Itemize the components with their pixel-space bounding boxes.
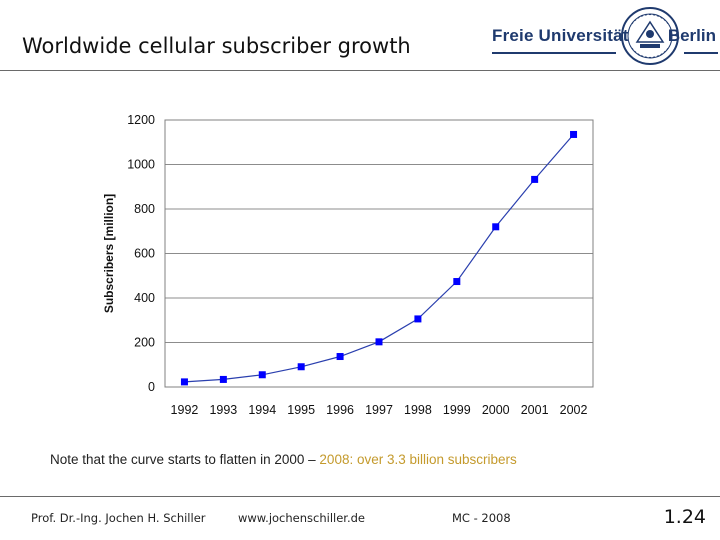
data-point <box>219 375 227 383</box>
footer-url: www.jochenschiller.de <box>238 511 365 525</box>
slide-title: Worldwide cellular subscriber growth <box>22 34 411 58</box>
logo-rule-right <box>684 52 718 54</box>
data-point <box>258 371 266 379</box>
x-tick-label: 1997 <box>365 403 393 417</box>
data-point <box>336 353 344 361</box>
logo-text-right: Berlin <box>667 26 716 45</box>
y-tick-label: 600 <box>134 247 155 261</box>
plot-area-frame <box>164 119 594 388</box>
data-point <box>297 363 305 371</box>
data-point <box>180 378 188 386</box>
data-point <box>570 130 578 138</box>
data-point <box>492 223 500 231</box>
x-tick-label: 1998 <box>404 403 432 417</box>
footnote-highlight: 2008: over 3.3 billion subscribers <box>319 452 517 467</box>
x-tick-label: 1994 <box>248 403 276 417</box>
x-tick-label: 2000 <box>482 403 510 417</box>
y-tick-label: 0 <box>148 380 155 394</box>
data-point <box>414 315 422 323</box>
x-tick-label: 1996 <box>326 403 354 417</box>
logo-rule-left <box>492 52 616 54</box>
data-point <box>453 278 461 286</box>
y-axis-label: Subscribers [million] <box>102 194 116 313</box>
data-point <box>531 175 539 183</box>
x-tick-label: 2001 <box>521 403 549 417</box>
x-tick-label: 1992 <box>171 403 199 417</box>
y-tick-label: 1000 <box>127 158 155 172</box>
y-tick-labels: 0 200 400 600 800 1000 1200 <box>127 113 155 394</box>
y-tick-label: 400 <box>134 291 155 305</box>
x-tick-labels: 1992 1993 1994 1995 1996 1997 1998 1999 2000 2001… <box>171 403 588 417</box>
footer-author: Prof. Dr.-Ing. Jochen H. Schiller <box>31 511 206 525</box>
x-tick-label: 1993 <box>209 403 237 417</box>
footnote: Note that the curve starts to flatten in… <box>50 452 517 467</box>
y-tick-label: 1200 <box>127 113 155 127</box>
y-tick-label: 800 <box>134 202 155 216</box>
y-tick-label: 200 <box>134 336 155 350</box>
x-tick-label: 1999 <box>443 403 471 417</box>
footnote-text: Note that the curve starts to flatten in… <box>50 452 320 467</box>
university-seal-icon <box>621 7 679 65</box>
page-number: 1.24 <box>663 506 706 528</box>
footer-divider <box>0 496 720 497</box>
x-tick-label: 2002 <box>560 403 588 417</box>
footer-course: MC - 2008 <box>452 511 511 525</box>
logo-text-left: Freie Universität <box>492 26 629 45</box>
series-markers <box>180 130 578 386</box>
university-logo: Freie Universität Berlin <box>492 6 718 68</box>
title-divider <box>0 70 720 71</box>
x-tick-label: 1995 <box>287 403 315 417</box>
data-point <box>375 338 383 346</box>
chart-gridlines <box>165 164 593 343</box>
